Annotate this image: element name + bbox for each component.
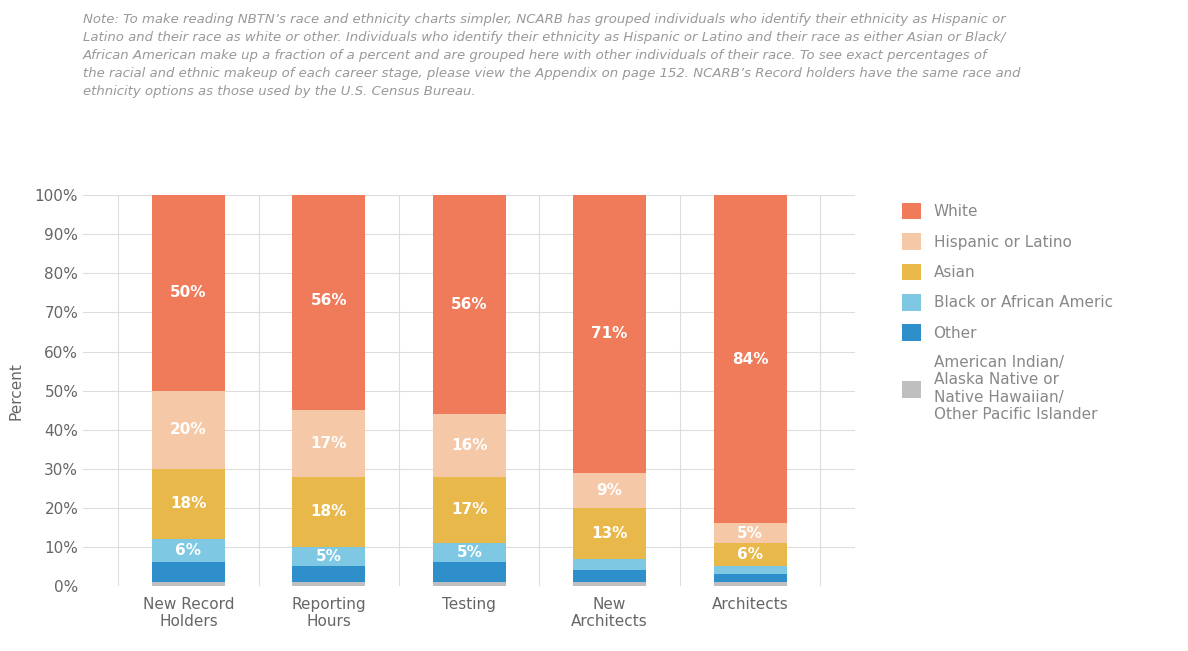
Bar <box>292 582 366 586</box>
Text: 5%: 5% <box>316 549 342 564</box>
Legend: White, Hispanic or Latino, Asian, Black or African Americ, Other, American India: White, Hispanic or Latino, Asian, Black … <box>893 195 1120 430</box>
Bar <box>714 543 786 566</box>
Text: 50%: 50% <box>170 285 207 301</box>
Bar <box>714 566 786 574</box>
Bar <box>573 582 646 586</box>
Text: 5%: 5% <box>737 525 763 541</box>
Bar <box>432 543 506 562</box>
Text: 17%: 17% <box>311 436 347 451</box>
Bar <box>292 191 366 410</box>
Bar <box>573 508 646 559</box>
Bar <box>432 195 506 414</box>
Bar <box>714 195 786 523</box>
Bar <box>714 523 786 543</box>
Bar <box>292 566 366 582</box>
Text: 56%: 56% <box>451 297 487 312</box>
Bar <box>152 195 225 391</box>
Bar <box>152 391 225 469</box>
Bar <box>292 477 366 547</box>
Text: 5%: 5% <box>456 545 482 561</box>
Bar <box>152 562 225 582</box>
Text: 71%: 71% <box>592 326 627 342</box>
Y-axis label: Percent: Percent <box>8 362 24 419</box>
Bar <box>292 547 366 566</box>
Text: 56%: 56% <box>310 293 347 309</box>
Bar <box>714 574 786 582</box>
Text: 17%: 17% <box>451 502 487 518</box>
Text: 6%: 6% <box>176 543 202 559</box>
Bar <box>573 195 646 473</box>
Text: 18%: 18% <box>170 496 207 512</box>
Bar <box>432 477 506 543</box>
Bar <box>714 582 786 586</box>
Text: 16%: 16% <box>451 437 487 453</box>
Bar <box>432 562 506 582</box>
Text: 18%: 18% <box>311 504 347 519</box>
Bar <box>432 414 506 477</box>
Bar <box>573 473 646 508</box>
Bar <box>152 469 225 539</box>
Text: 6%: 6% <box>737 547 763 562</box>
Bar <box>432 582 506 586</box>
Bar <box>152 539 225 562</box>
Bar <box>152 582 225 586</box>
Text: 84%: 84% <box>732 352 769 367</box>
Bar <box>573 559 646 570</box>
Text: 20%: 20% <box>170 422 207 437</box>
Text: Note: To make reading NBTN’s race and ethnicity charts simpler, NCARB has groupe: Note: To make reading NBTN’s race and et… <box>83 13 1020 98</box>
Bar <box>292 410 366 477</box>
Text: 9%: 9% <box>596 482 623 498</box>
Text: 13%: 13% <box>592 525 627 541</box>
Bar <box>573 570 646 582</box>
